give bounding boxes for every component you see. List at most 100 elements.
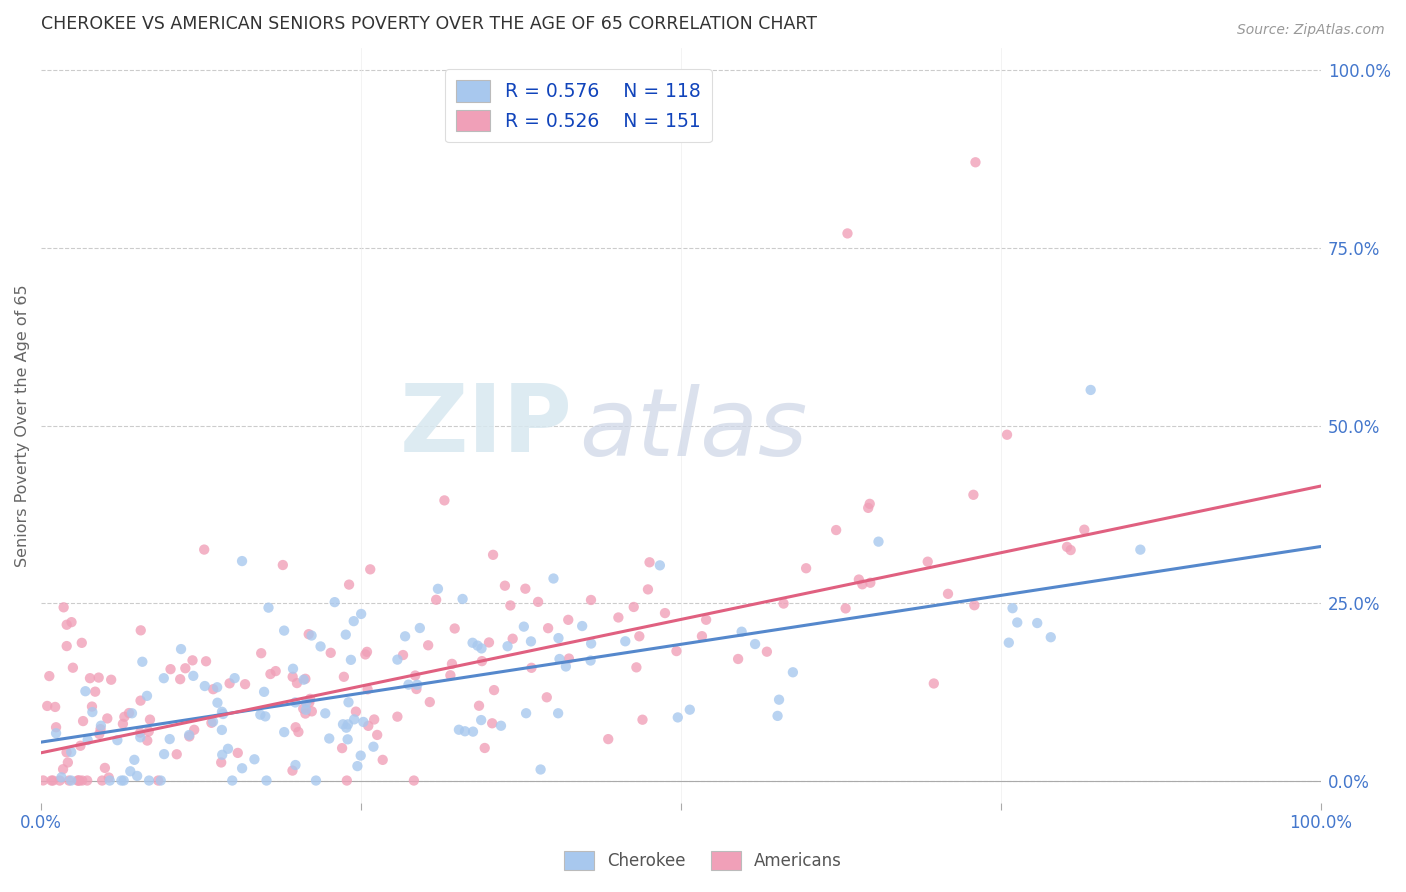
Point	[96, 711, 118, 725]
Point	[264, 664, 287, 678]
Point	[936, 587, 959, 601]
Point	[868, 534, 890, 549]
Point	[298, 695, 321, 709]
Point	[336, 773, 359, 788]
Point	[626, 660, 648, 674]
Point	[60, 773, 83, 788]
Point	[146, 773, 169, 788]
Point	[513, 620, 536, 634]
Point	[359, 562, 381, 576]
Point	[825, 523, 848, 537]
Point	[211, 723, 233, 737]
Point	[607, 610, 630, 624]
Point	[337, 577, 360, 591]
Point	[478, 635, 501, 649]
Point	[440, 657, 463, 671]
Point	[470, 641, 492, 656]
Point	[121, 706, 143, 721]
Point	[468, 698, 491, 713]
Point	[665, 644, 688, 658]
Point	[285, 676, 308, 690]
Point	[1129, 542, 1152, 557]
Point	[181, 653, 204, 667]
Point	[337, 695, 360, 709]
Point	[766, 709, 789, 723]
Point	[398, 678, 420, 692]
Point	[558, 651, 581, 665]
Point	[183, 723, 205, 737]
Point	[536, 690, 558, 705]
Point	[336, 717, 359, 731]
Point	[330, 741, 353, 756]
Point	[195, 654, 218, 668]
Point	[965, 155, 987, 169]
Point	[963, 599, 986, 613]
Point	[75, 684, 97, 698]
Point	[679, 703, 702, 717]
Point	[922, 676, 945, 690]
Point	[298, 627, 321, 641]
Point	[211, 747, 233, 762]
Point	[426, 582, 449, 596]
Point	[62, 661, 84, 675]
Point	[301, 704, 323, 718]
Point	[294, 672, 316, 686]
Point	[356, 645, 378, 659]
Point	[112, 710, 135, 724]
Point	[284, 720, 307, 734]
Point	[217, 741, 239, 756]
Y-axis label: Seniors Poverty Over the Age of 65: Seniors Poverty Over the Age of 65	[15, 285, 30, 566]
Point	[44, 700, 66, 714]
Point	[152, 671, 174, 685]
Legend: R = 0.576    N = 118, R = 0.526    N = 151: R = 0.576 N = 118, R = 0.526 N = 151	[446, 70, 713, 143]
Point	[273, 725, 295, 739]
Point	[127, 769, 149, 783]
Point	[343, 614, 366, 628]
Point	[995, 427, 1018, 442]
Point	[80, 699, 103, 714]
Point	[211, 705, 233, 719]
Text: ZIP: ZIP	[399, 379, 572, 472]
Point	[221, 773, 243, 788]
Point	[394, 629, 416, 643]
Point	[72, 714, 94, 728]
Point	[249, 707, 271, 722]
Point	[60, 745, 83, 759]
Point	[257, 600, 280, 615]
Point	[60, 615, 83, 629]
Point	[482, 548, 505, 562]
Point	[352, 714, 374, 729]
Point	[340, 653, 363, 667]
Point	[357, 719, 380, 733]
Point	[354, 648, 377, 662]
Point	[772, 597, 794, 611]
Point	[89, 727, 111, 741]
Point	[579, 636, 602, 650]
Point	[98, 773, 121, 788]
Point	[1080, 383, 1102, 397]
Point	[45, 726, 67, 740]
Point	[202, 682, 225, 697]
Point	[76, 773, 98, 788]
Point	[859, 575, 882, 590]
Point	[496, 639, 519, 653]
Point	[547, 631, 569, 645]
Point	[174, 661, 197, 675]
Point	[243, 752, 266, 766]
Point	[37, 698, 59, 713]
Point	[502, 632, 524, 646]
Point	[962, 488, 984, 502]
Point	[571, 619, 593, 633]
Point	[474, 741, 496, 756]
Point	[336, 732, 359, 747]
Point	[129, 624, 152, 638]
Point	[494, 579, 516, 593]
Point	[623, 599, 645, 614]
Point	[94, 761, 117, 775]
Point	[70, 773, 93, 788]
Point	[356, 682, 378, 697]
Point	[69, 739, 91, 753]
Point	[404, 668, 426, 682]
Point	[579, 654, 602, 668]
Point	[292, 701, 315, 715]
